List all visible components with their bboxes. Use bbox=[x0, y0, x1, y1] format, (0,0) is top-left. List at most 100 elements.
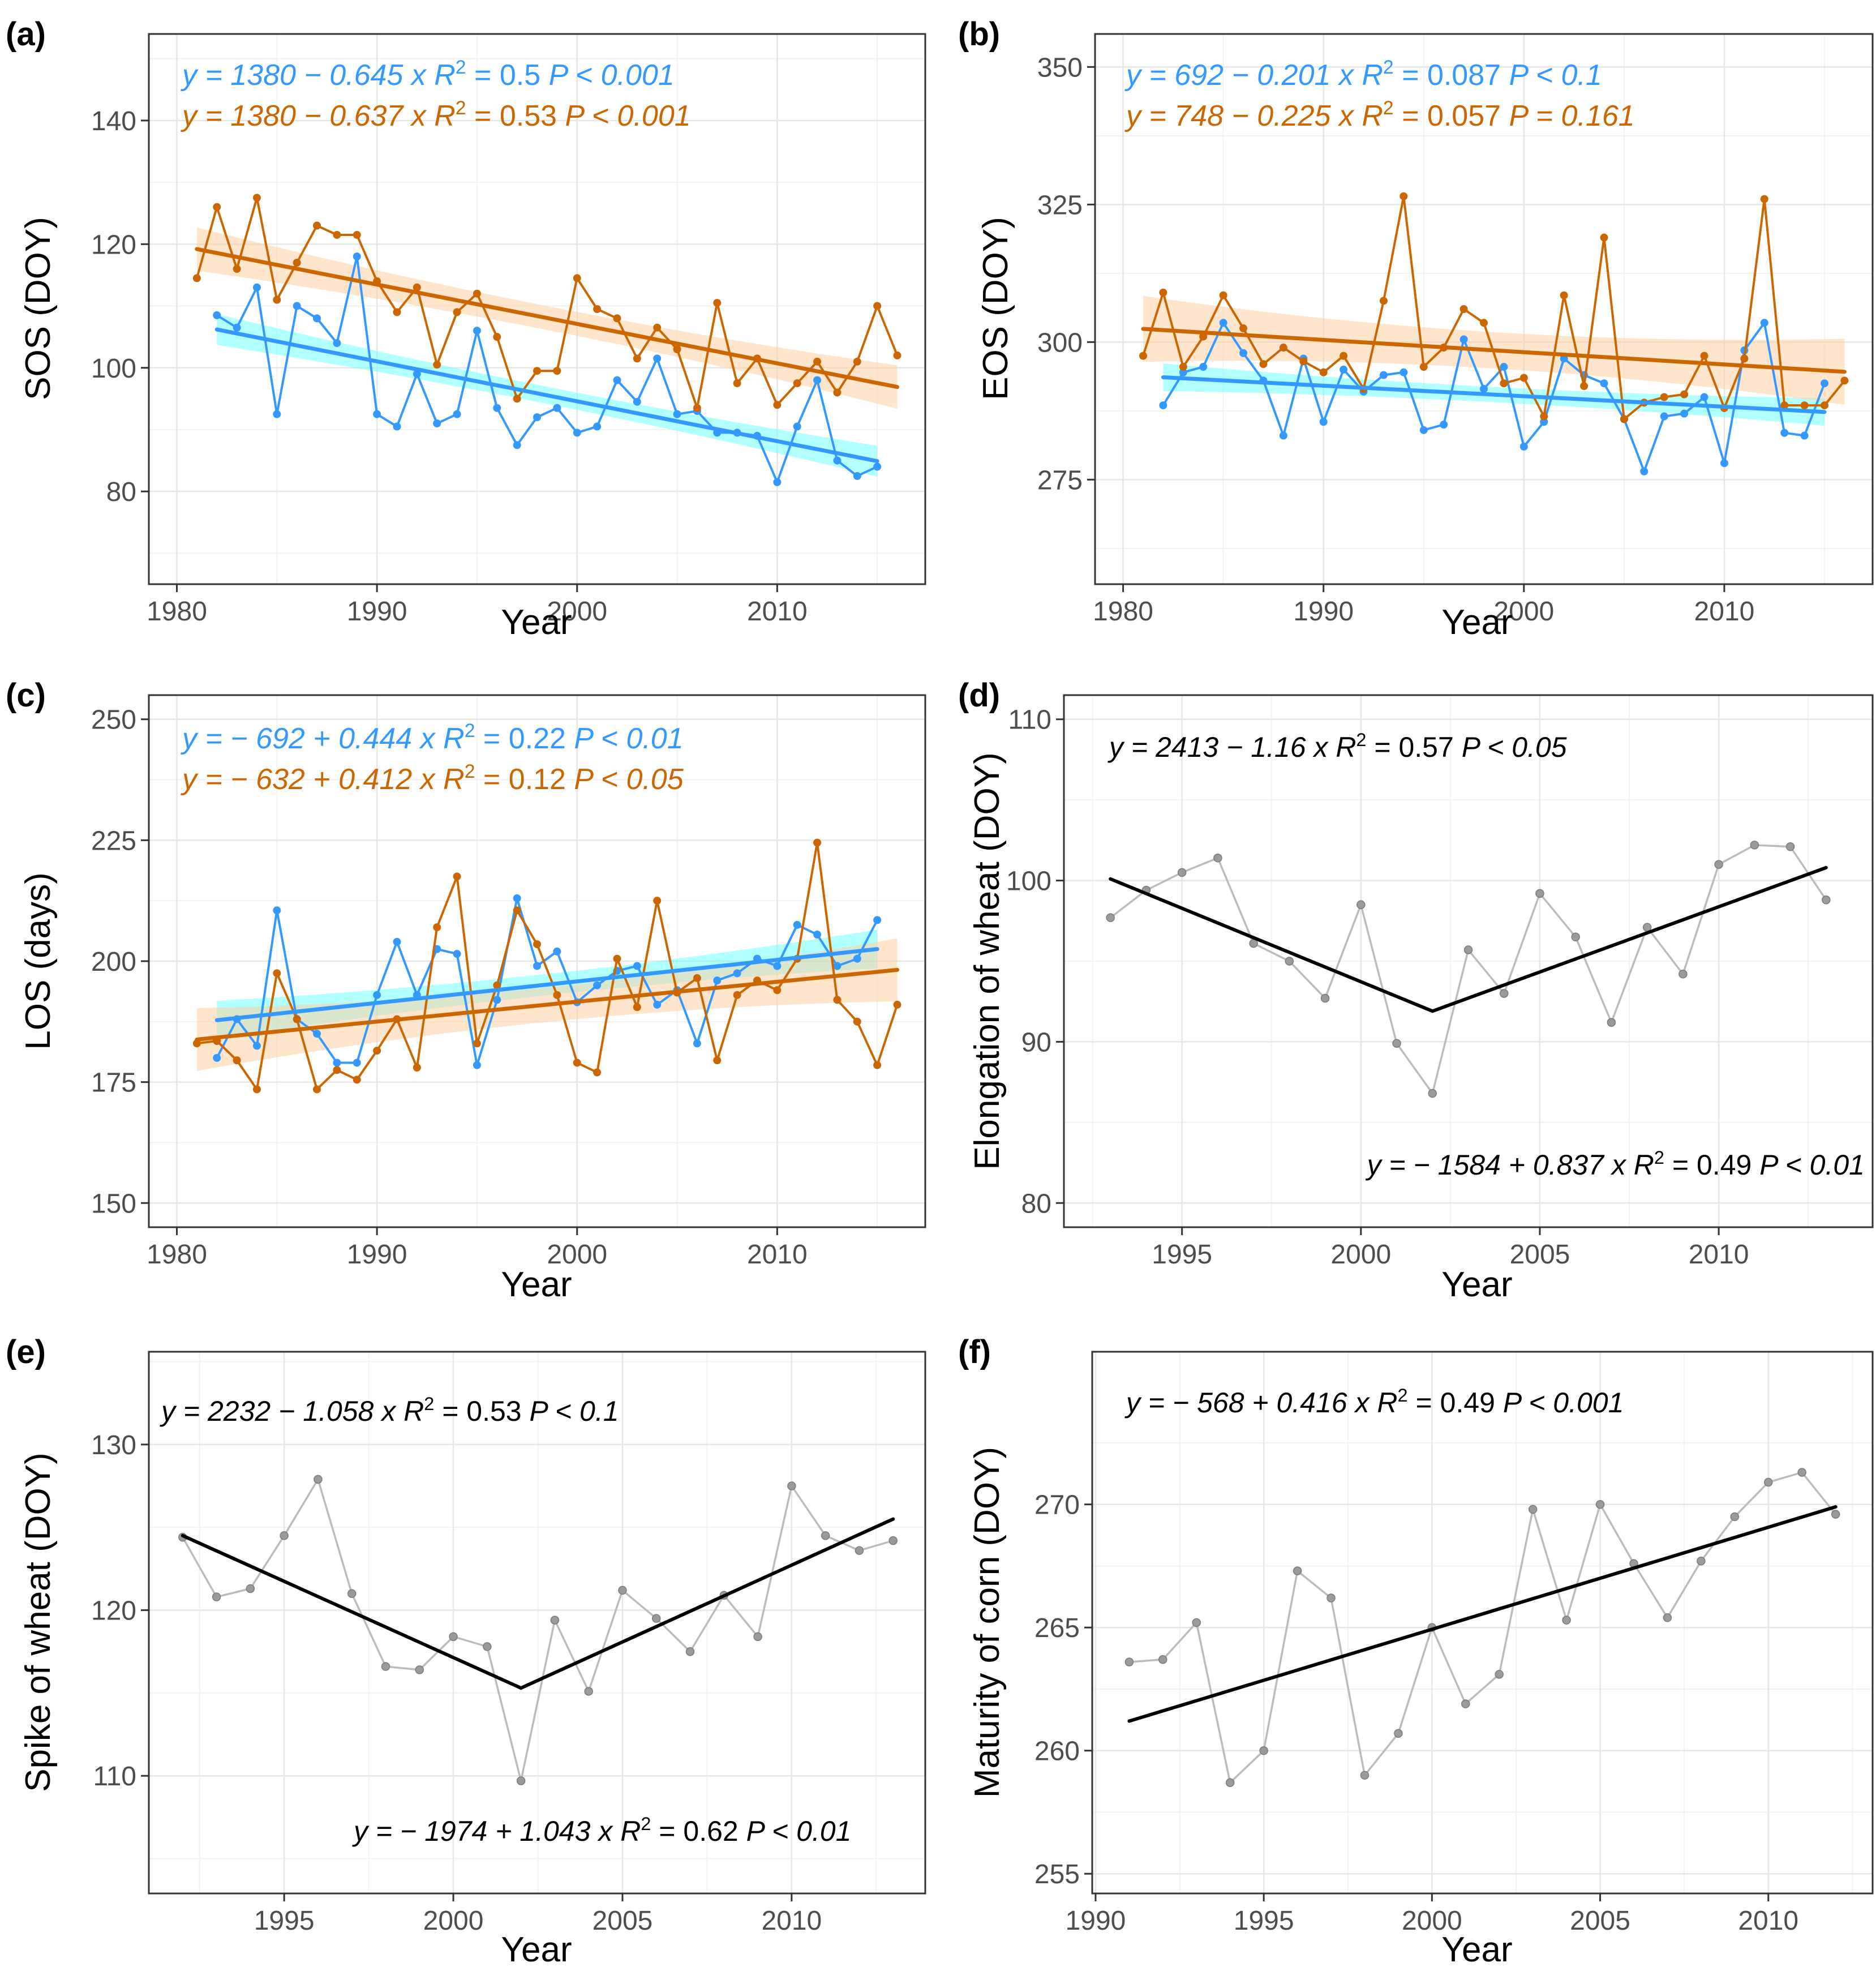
spacer bbox=[426, 100, 434, 132]
data-point bbox=[373, 1047, 381, 1055]
panel-label: (d) bbox=[958, 677, 1000, 714]
spacer bbox=[522, 1395, 530, 1427]
data-point bbox=[273, 410, 281, 418]
plot-area bbox=[1124, 1468, 1840, 1787]
data-point bbox=[1580, 382, 1589, 391]
plot-border bbox=[1091, 1351, 1874, 1895]
r-squared-value: 0.12 bbox=[509, 763, 566, 796]
data-point bbox=[593, 1068, 602, 1077]
p-value: P < 0.05 bbox=[1462, 731, 1567, 763]
r-squared-value: 0.53 bbox=[500, 100, 557, 132]
data-point bbox=[1158, 1655, 1167, 1664]
data-point bbox=[1394, 1729, 1403, 1738]
data-point bbox=[1239, 324, 1248, 333]
data-point bbox=[313, 1030, 321, 1038]
data-point bbox=[1821, 401, 1829, 410]
equation-text: y = − 692 + 0.444 x bbox=[181, 722, 436, 755]
data-point bbox=[373, 410, 381, 418]
equation-text: y = 1380 − 0.637 x bbox=[181, 100, 427, 132]
data-point bbox=[1822, 895, 1831, 905]
data-point bbox=[673, 345, 681, 353]
equals-sign: = bbox=[475, 722, 508, 755]
equation-text: y = 692 − 0.201 x bbox=[1124, 59, 1355, 92]
data-point bbox=[233, 265, 241, 273]
minor-gridlines bbox=[149, 1352, 925, 1893]
spacer bbox=[557, 100, 565, 132]
data-point bbox=[1680, 390, 1689, 399]
r-squared-exponent: 2 bbox=[641, 1814, 651, 1834]
r-squared-value: 0.5 bbox=[500, 59, 540, 92]
data-point bbox=[1562, 1616, 1571, 1625]
r-squared-symbol: R bbox=[434, 100, 456, 132]
x-tick-label: 2000 bbox=[1330, 1240, 1391, 1270]
plot-border bbox=[1063, 694, 1874, 1228]
data-point bbox=[733, 379, 741, 388]
data-point bbox=[1319, 368, 1328, 376]
data-point bbox=[252, 1085, 261, 1094]
spacer bbox=[396, 1395, 403, 1427]
x-axis-label: Year bbox=[501, 1265, 572, 1304]
data-point bbox=[613, 954, 621, 963]
data-point bbox=[280, 1531, 289, 1540]
panel-label: (c) bbox=[6, 677, 46, 714]
series-line-blue bbox=[1162, 322, 1826, 473]
data-point bbox=[453, 872, 461, 881]
x-tick-label: 2005 bbox=[1510, 1240, 1570, 1270]
data-point bbox=[773, 962, 782, 970]
y-tick-label: 350 bbox=[1037, 53, 1083, 83]
data-point bbox=[353, 1059, 361, 1067]
y-tick-label: 275 bbox=[1037, 465, 1083, 495]
data-point bbox=[773, 986, 782, 995]
y-tick-label: 100 bbox=[91, 354, 136, 384]
data-point bbox=[1293, 1566, 1302, 1575]
x-tick-label: 1980 bbox=[147, 597, 207, 627]
data-point bbox=[192, 274, 201, 282]
y-axis-label: Spike of wheat (DOY) bbox=[19, 1452, 58, 1792]
data-point bbox=[1219, 319, 1227, 327]
data-point bbox=[1660, 412, 1668, 421]
equation-text: y = − 1584 + 0.837 x bbox=[1366, 1149, 1627, 1181]
data-point bbox=[613, 314, 621, 323]
data-point bbox=[853, 1017, 861, 1026]
data-point bbox=[888, 1536, 898, 1545]
data-point bbox=[1419, 363, 1428, 371]
data-point bbox=[833, 996, 842, 1004]
series-line-observed bbox=[182, 1478, 894, 1782]
data-point bbox=[1463, 945, 1473, 954]
data-point bbox=[233, 323, 241, 332]
equals-sign: = bbox=[1367, 731, 1399, 763]
data-point bbox=[653, 354, 662, 363]
data-point bbox=[573, 1059, 581, 1067]
data-point bbox=[653, 1000, 662, 1009]
r-squared-symbol: R bbox=[1362, 100, 1383, 132]
equals-sign: = bbox=[434, 1395, 466, 1427]
minor-gridlines bbox=[149, 695, 925, 1227]
data-point bbox=[1800, 431, 1809, 440]
r-squared-exponent: 2 bbox=[465, 720, 475, 742]
data-point bbox=[493, 981, 501, 989]
regression-annotation: y = − 1974 + 1.043 x R2 = 0.62 P < 0.01 bbox=[352, 1814, 851, 1847]
minor-gridlines bbox=[1092, 1352, 1873, 1893]
r-squared-symbol: R bbox=[443, 722, 465, 755]
data-point bbox=[833, 388, 842, 397]
data-point bbox=[1139, 352, 1147, 360]
data-point bbox=[381, 1662, 390, 1671]
panel-c: 1980 1990 2000 2010 150 175 200 225 250 Year LOS (… bbox=[6, 677, 926, 1304]
spacer bbox=[1626, 1149, 1634, 1181]
r-squared-symbol: R bbox=[443, 763, 465, 796]
data-point bbox=[1459, 305, 1468, 313]
data-point bbox=[373, 991, 381, 999]
data-point bbox=[513, 894, 521, 902]
data-point bbox=[1785, 842, 1795, 851]
data-point bbox=[1500, 363, 1508, 371]
data-point bbox=[1760, 195, 1768, 203]
data-point bbox=[1392, 1039, 1401, 1048]
r-squared-exponent: 2 bbox=[1356, 730, 1366, 750]
data-point bbox=[1760, 319, 1768, 327]
panel-label: (a) bbox=[6, 16, 46, 53]
data-point bbox=[192, 1039, 201, 1048]
y-tick-label: 100 bbox=[1006, 867, 1051, 897]
data-point bbox=[813, 931, 822, 939]
data-point bbox=[1750, 841, 1759, 850]
data-point bbox=[693, 974, 701, 982]
